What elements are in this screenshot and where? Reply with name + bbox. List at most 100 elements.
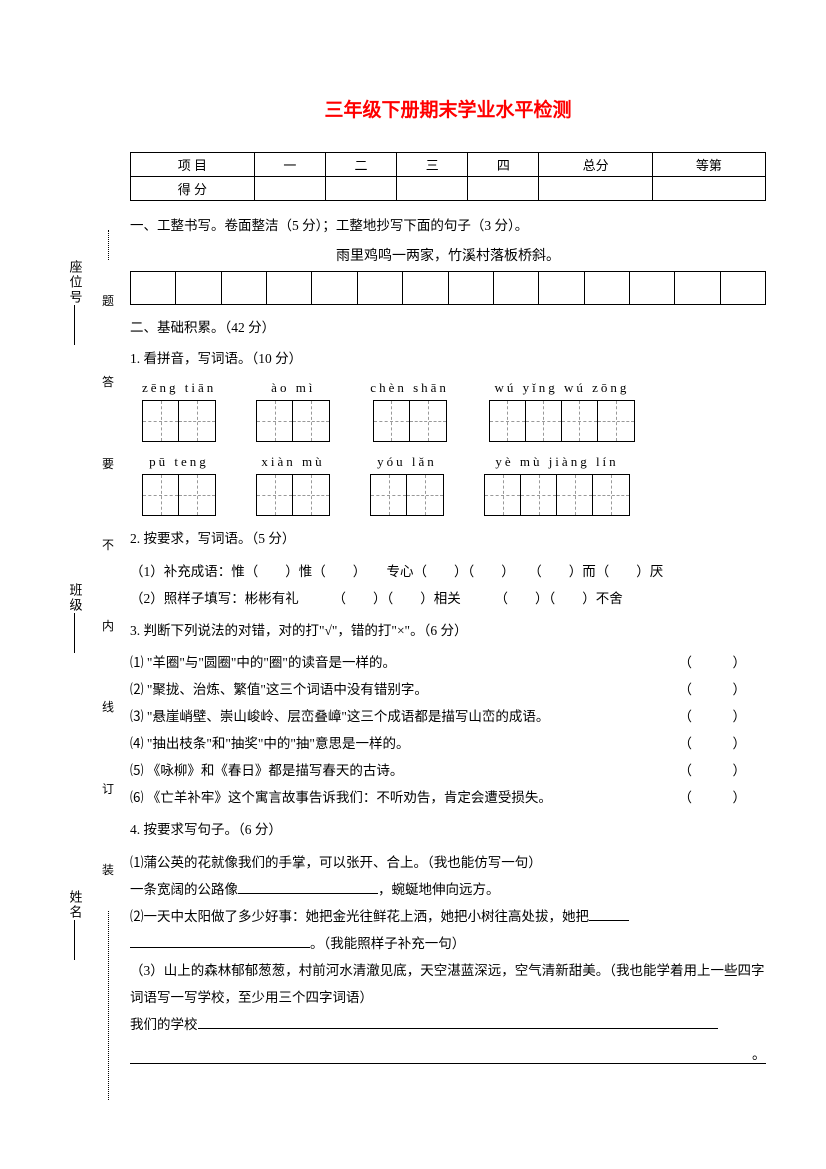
tianzi-grid <box>256 474 330 516</box>
pinyin-row: pū teng xiàn mù yóu lǎn yè mù jiàng lín <box>142 454 766 520</box>
grid-cell <box>675 272 720 304</box>
empty-cell <box>325 177 396 201</box>
q3-list: ⑴ "羊圈"与"圆圈"中的"圈"的读音是一样的。（ ）⑵ "聚拢、治炼、繁值"这… <box>130 649 766 811</box>
q4-line5: （3）山上的森林郁郁葱葱，村前河水清澈见底，天空湛蓝深远，空气清新甜美。（我也能… <box>130 957 766 1011</box>
tianzi-cell <box>593 475 629 515</box>
grid-cell <box>539 272 584 304</box>
pinyin-text: zēng tiān <box>142 380 216 396</box>
side-info-panel: 座位号 班级 姓名 <box>65 260 85 960</box>
grid-cell <box>222 272 267 304</box>
pinyin-row: zēng tiān ào mì chèn shān wú yǐng wú zōng <box>142 380 766 446</box>
grid-cell <box>267 272 312 304</box>
q2-line2: （2）照样子填写：彬彬有礼 （ ）（ ）相关 （ ）（ ）不舍 <box>130 585 766 612</box>
judge-item: ⑶ "悬崖峭壁、崇山峻岭、层峦叠嶂"这三个成语都是描写山峦的成语。（ ） <box>130 703 766 730</box>
grid-cell <box>312 272 357 304</box>
answer-line: 。 <box>130 1044 766 1064</box>
tianzi-cell <box>257 475 293 515</box>
writing-grid <box>130 271 766 305</box>
tianzi-cell <box>179 401 215 441</box>
grid-cell <box>494 272 539 304</box>
empty-cell <box>468 177 539 201</box>
q4-line6: 我们的学校 <box>130 1011 766 1038</box>
q1-label: 1. 看拼音，写词语。（10 分） <box>130 346 766 372</box>
grid-cell <box>403 272 448 304</box>
tianzi-grid <box>489 400 635 442</box>
pinyin-text: yóu lǎn <box>370 454 444 470</box>
judge-item: ⑵ "聚拢、治炼、繁值"这三个词语中没有错别字。（ ） <box>130 676 766 703</box>
pinyin-item: zēng tiān <box>142 380 216 446</box>
tianzi-cell <box>293 475 329 515</box>
pinyin-text: pū teng <box>142 454 216 470</box>
grid-cell <box>176 272 221 304</box>
empty-cell <box>397 177 468 201</box>
tianzi-cell <box>562 401 598 441</box>
header-cell: 一 <box>254 153 325 177</box>
q4-label: 4. 按要求写句子。（6 分） <box>130 817 766 843</box>
copy-sentence: 雨里鸡鸣一两家，竹溪村落板桥斜。 <box>130 245 766 265</box>
tianzi-grid <box>256 400 330 442</box>
pinyin-item: pū teng <box>142 454 216 520</box>
tianzi-cell <box>490 401 526 441</box>
table-row: 项 目 一 二 三 四 总分 等第 <box>131 153 766 177</box>
tianzi-grid <box>142 474 216 516</box>
q3-label: 3. 判断下列说法的对错，对的打"√"，错的打"×"。（6 分） <box>130 618 766 644</box>
tianzi-cell <box>293 401 329 441</box>
binding-text: 题 答 要 不 内 线 订 装 <box>100 260 116 910</box>
tianzi-cell <box>526 401 562 441</box>
pinyin-item: ào mì <box>256 380 330 446</box>
section-1-heading: 一、工整书写。卷面整洁（5 分）；工整地抄写下面的句子（3 分）。 <box>130 213 766 239</box>
score-table: 项 目 一 二 三 四 总分 等第 得 分 <box>130 152 766 201</box>
tianzi-cell <box>257 401 293 441</box>
grid-cell <box>721 272 765 304</box>
grid-cell <box>358 272 403 304</box>
tianzi-cell <box>407 475 443 515</box>
judge-item: ⑴ "羊圈"与"圆圈"中的"圈"的读音是一样的。（ ） <box>130 649 766 676</box>
judge-item: ⑷ "抽出枝条"和"抽奖"中的"抽"意思是一样的。（ ） <box>130 730 766 757</box>
name-label: 姓名 <box>66 890 85 960</box>
q2-label: 2. 按要求，写词语。（5 分） <box>130 526 766 552</box>
tianzi-cell <box>143 475 179 515</box>
seat-label: 座位号 <box>66 260 85 345</box>
empty-cell <box>652 177 765 201</box>
tianzi-cell <box>371 475 407 515</box>
pinyin-text: xiàn mù <box>256 454 330 470</box>
header-cell: 二 <box>325 153 396 177</box>
pinyin-item: yóu lǎn <box>370 454 444 520</box>
tianzi-cell <box>598 401 634 441</box>
grid-cell <box>449 272 494 304</box>
grid-cell <box>131 272 176 304</box>
judge-item: ⑸ 《咏柳》和《春日》都是描写春天的古诗。（ ） <box>130 757 766 784</box>
pinyin-item: yè mù jiàng lín <box>484 454 630 520</box>
tianzi-cell <box>410 401 446 441</box>
pinyin-text: chèn shān <box>370 380 449 396</box>
pinyin-text: yè mù jiàng lín <box>484 454 630 470</box>
tianzi-cell <box>521 475 557 515</box>
tianzi-grid <box>370 474 444 516</box>
tianzi-cell <box>179 475 215 515</box>
q2-line1: （1）补充成语：惟（ ）惟（ ） 专心（ ）（ ） （ ）而（ ）厌 <box>130 558 766 585</box>
pinyin-text: ào mì <box>256 380 330 396</box>
q4-line3: ⑵一天中太阳做了多少好事：她把金光往鲜花上洒，她把小树往高处拔，她把 <box>130 903 766 930</box>
header-cell: 项 目 <box>131 153 255 177</box>
section-2-heading: 二、基础积累。（42 分） <box>130 315 766 341</box>
row-label: 得 分 <box>131 177 255 201</box>
pinyin-text: wú yǐng wú zōng <box>489 380 635 396</box>
tianzi-grid <box>142 400 216 442</box>
tianzi-grid <box>484 474 630 516</box>
header-cell: 四 <box>468 153 539 177</box>
header-cell: 三 <box>397 153 468 177</box>
header-cell: 总分 <box>539 153 652 177</box>
pinyin-item: xiàn mù <box>256 454 330 520</box>
tianzi-cell <box>143 401 179 441</box>
grid-cell <box>630 272 675 304</box>
table-row: 得 分 <box>131 177 766 201</box>
header-cell: 等第 <box>652 153 765 177</box>
class-label: 班级 <box>66 583 85 653</box>
tianzi-grid <box>373 400 447 442</box>
pinyin-item: wú yǐng wú zōng <box>489 380 635 446</box>
q4-line2: 一条宽阔的公路像，蜿蜒地伸向远方。 <box>130 876 766 903</box>
q4-line1: ⑴蒲公英的花就像我们的手掌，可以张开、合上。（我也能仿写一句） <box>130 849 766 876</box>
grid-cell <box>585 272 630 304</box>
empty-cell <box>254 177 325 201</box>
page-title: 三年级下册期末学业水平检测 <box>130 95 766 122</box>
